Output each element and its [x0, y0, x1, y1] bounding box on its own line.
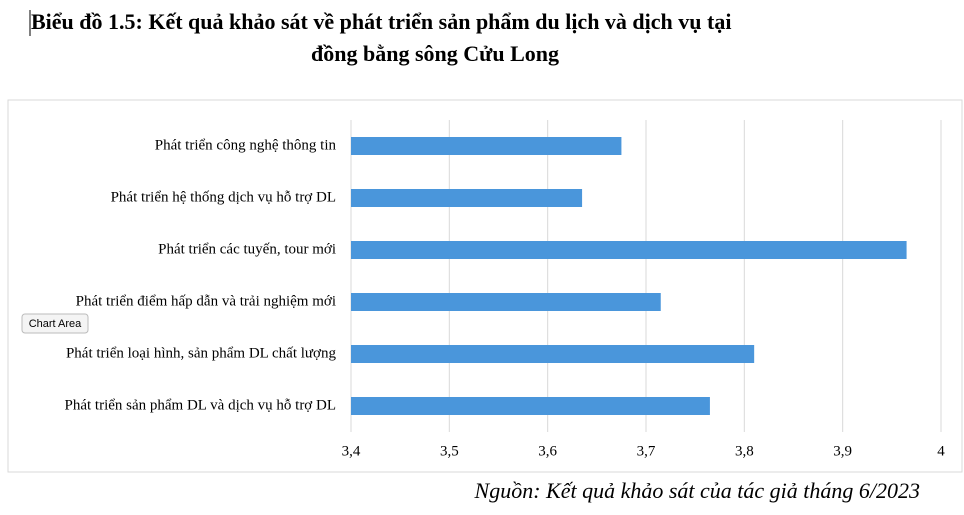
bar [351, 397, 710, 415]
x-tick-label: 3,8 [735, 443, 754, 459]
bar [351, 293, 661, 311]
bar [351, 241, 907, 259]
tooltip-box [21, 313, 89, 334]
x-tick-label: 4 [937, 443, 945, 459]
tooltip-text: Chart Area [29, 318, 82, 330]
bar [351, 345, 755, 363]
x-tick-label: 3,7 [637, 443, 656, 459]
y-tick-label: Phát triển điểm hấp dẫn và trải nghiệm m… [76, 293, 336, 309]
y-tick-label: Phát triển công nghệ thông tin [155, 137, 337, 153]
bar [351, 189, 583, 207]
x-tick-label: 3,6 [538, 443, 557, 459]
chart-area [7, 99, 963, 473]
y-tick-label: Phát triển sản phẩm DL và dịch vụ hỗ trợ… [65, 397, 337, 413]
bar [351, 137, 622, 155]
y-tick-label: Phát triển hệ thống dịch vụ hỗ trợ DL [111, 189, 336, 205]
chart-title: đồng bằng sông Cửu Long [311, 41, 559, 66]
x-tick-label: 3,9 [833, 443, 852, 459]
chart-title: Biểu đồ 1.5: Kết quả khảo sát về phát tr… [31, 9, 731, 34]
x-tick-label: 3,5 [440, 443, 459, 459]
tooltip: Chart Area [21, 313, 89, 334]
x-tick-label: 3,4 [342, 443, 361, 459]
y-tick-label: Phát triển loại hình, sản phẩm DL chất l… [66, 345, 337, 361]
source-note: Nguồn: Kết quả khảo sát của tác giả thán… [474, 478, 920, 503]
y-tick-label: Phát triển các tuyến, tour mới [158, 241, 336, 257]
